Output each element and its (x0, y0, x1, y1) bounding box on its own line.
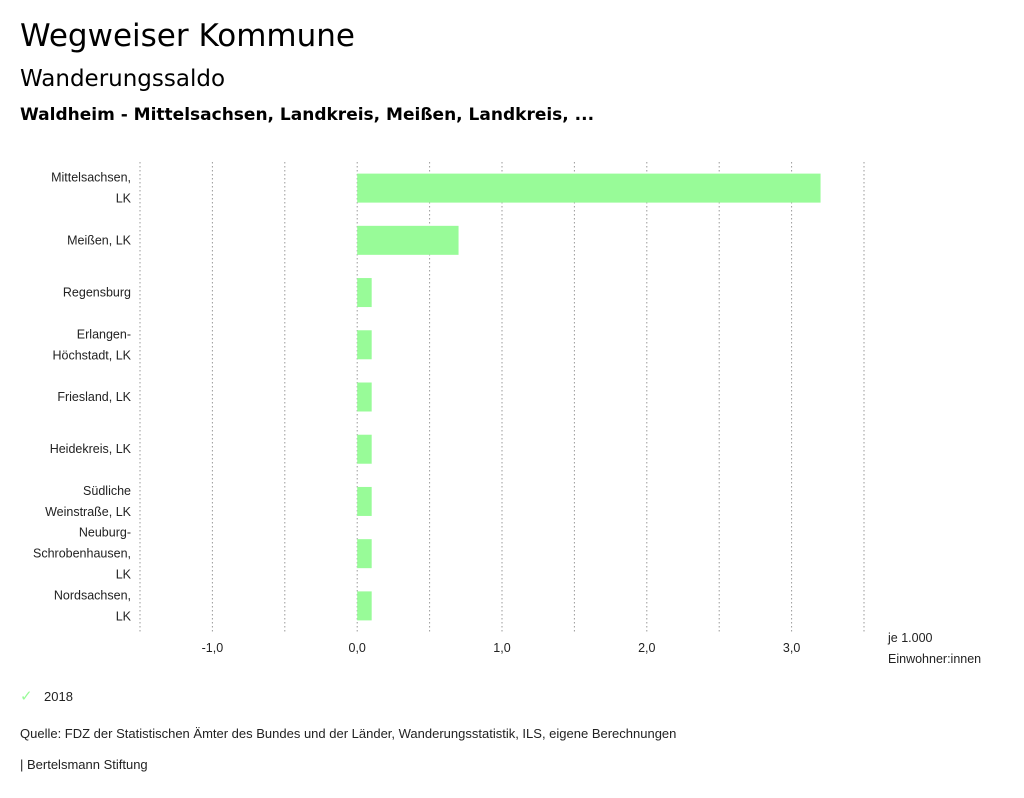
x-tick-label: 1,0 (493, 641, 510, 655)
y-category-label: Heidekreis, LK (50, 442, 132, 456)
bar (357, 539, 372, 569)
chart-subtitle: Wanderungssaldo (20, 66, 226, 92)
bar (357, 225, 459, 255)
y-category-label: Mittelsachsen, (51, 171, 131, 185)
credit-note[interactable]: | Bertelsmann Stiftung (20, 757, 148, 772)
y-category-label: Südliche (83, 484, 131, 498)
bar (357, 173, 821, 203)
y-category-label: Friesland, LK (57, 390, 131, 404)
x-tick-label: -1,0 (202, 641, 224, 655)
bar (357, 382, 372, 412)
page-title: Wegweiser Kommune (20, 18, 355, 54)
y-category-label: Neuburg- (79, 526, 131, 540)
bar-chart: -1,0 0,0 1,0 2,0 3,0 Mittelsachsen, LK Meißen, … (33, 162, 865, 655)
x-axis-unit-label: je 1.000 Einwohner:innen (888, 628, 981, 670)
y-category-label: LK (116, 568, 132, 582)
x-axis-unit-line-2: Einwohner:innen (888, 652, 982, 666)
x-tick-label: 2,0 (638, 641, 655, 655)
y-category-label: LK (116, 192, 132, 206)
y-category-label: Schrobenhausen, (33, 547, 131, 561)
x-tick-label: 0,0 (349, 641, 366, 655)
y-category-label: Nordsachsen, (54, 588, 131, 602)
y-category-label: Weinstraße, LK (45, 505, 132, 519)
y-category-label: Meißen, LK (67, 233, 132, 247)
bar (357, 330, 372, 360)
y-category-label: LK (116, 609, 132, 623)
check-icon: ✓ (20, 688, 33, 705)
bar (357, 486, 372, 516)
y-category-label: Höchstadt, LK (52, 348, 131, 362)
bar (357, 278, 372, 308)
bar (357, 434, 372, 464)
bar (357, 591, 372, 621)
source-note: Quelle: FDZ der Statistischen Ämter des … (20, 726, 677, 741)
x-tick-label: 3,0 (783, 641, 800, 655)
legend[interactable]: ✓ 2018 (20, 687, 73, 705)
y-category-label: Regensburg (63, 286, 131, 300)
region-heading: Waldheim - Mittelsachsen, Landkreis, Mei… (20, 105, 595, 125)
x-axis-unit-line-1: je 1.000 (888, 631, 933, 645)
legend-label-2018: 2018 (44, 688, 73, 704)
y-category-label: Erlangen- (77, 327, 131, 341)
